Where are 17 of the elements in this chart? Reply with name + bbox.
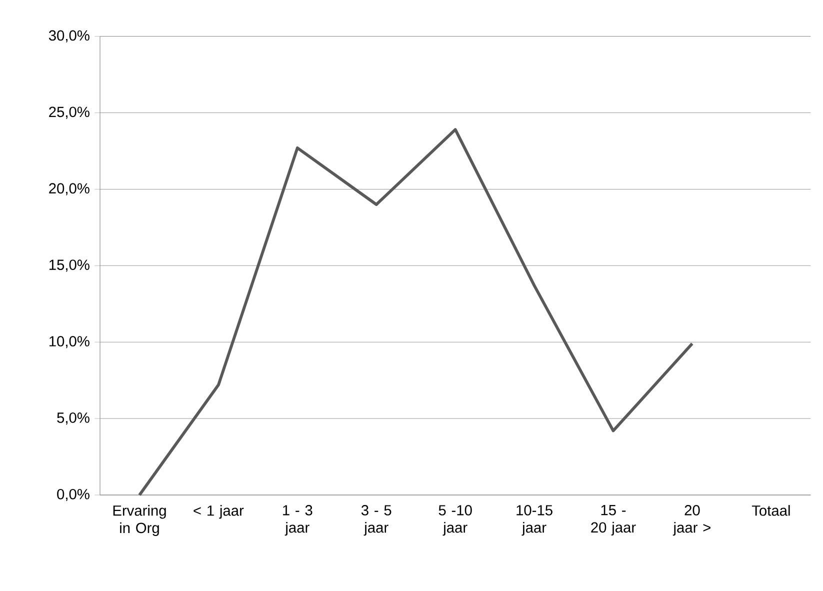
y-tick-label: 10,0% [49, 336, 90, 348]
x-tick-label: < 1 jaar [194, 505, 244, 519]
x-tick-label: 3 - 5 jaar [361, 505, 392, 536]
x-tick-label: 20 jaar > [672, 505, 710, 536]
y-tick-label: 20,0% [49, 183, 90, 196]
x-tick-label: 15 - 20 jaar [591, 505, 636, 536]
x-tick-label: 1 - 3 jaar [283, 505, 312, 536]
x-tick-label: 10-15 jaar [516, 505, 552, 536]
y-tick-label: 0,0% [57, 488, 90, 502]
y-tick-label: 30,0% [48, 30, 90, 42]
line-series [138, 128, 694, 496]
x-tick-label: 5 -10 jaar [438, 505, 472, 536]
y-tick-label: 15,0% [49, 260, 90, 272]
x-tick-label: Totaal [752, 505, 790, 516]
y-tick-label: 25,0% [49, 106, 90, 119]
x-tick-label: Ervaring in Org [113, 505, 166, 536]
y-tick-label: 5,0% [57, 412, 90, 425]
